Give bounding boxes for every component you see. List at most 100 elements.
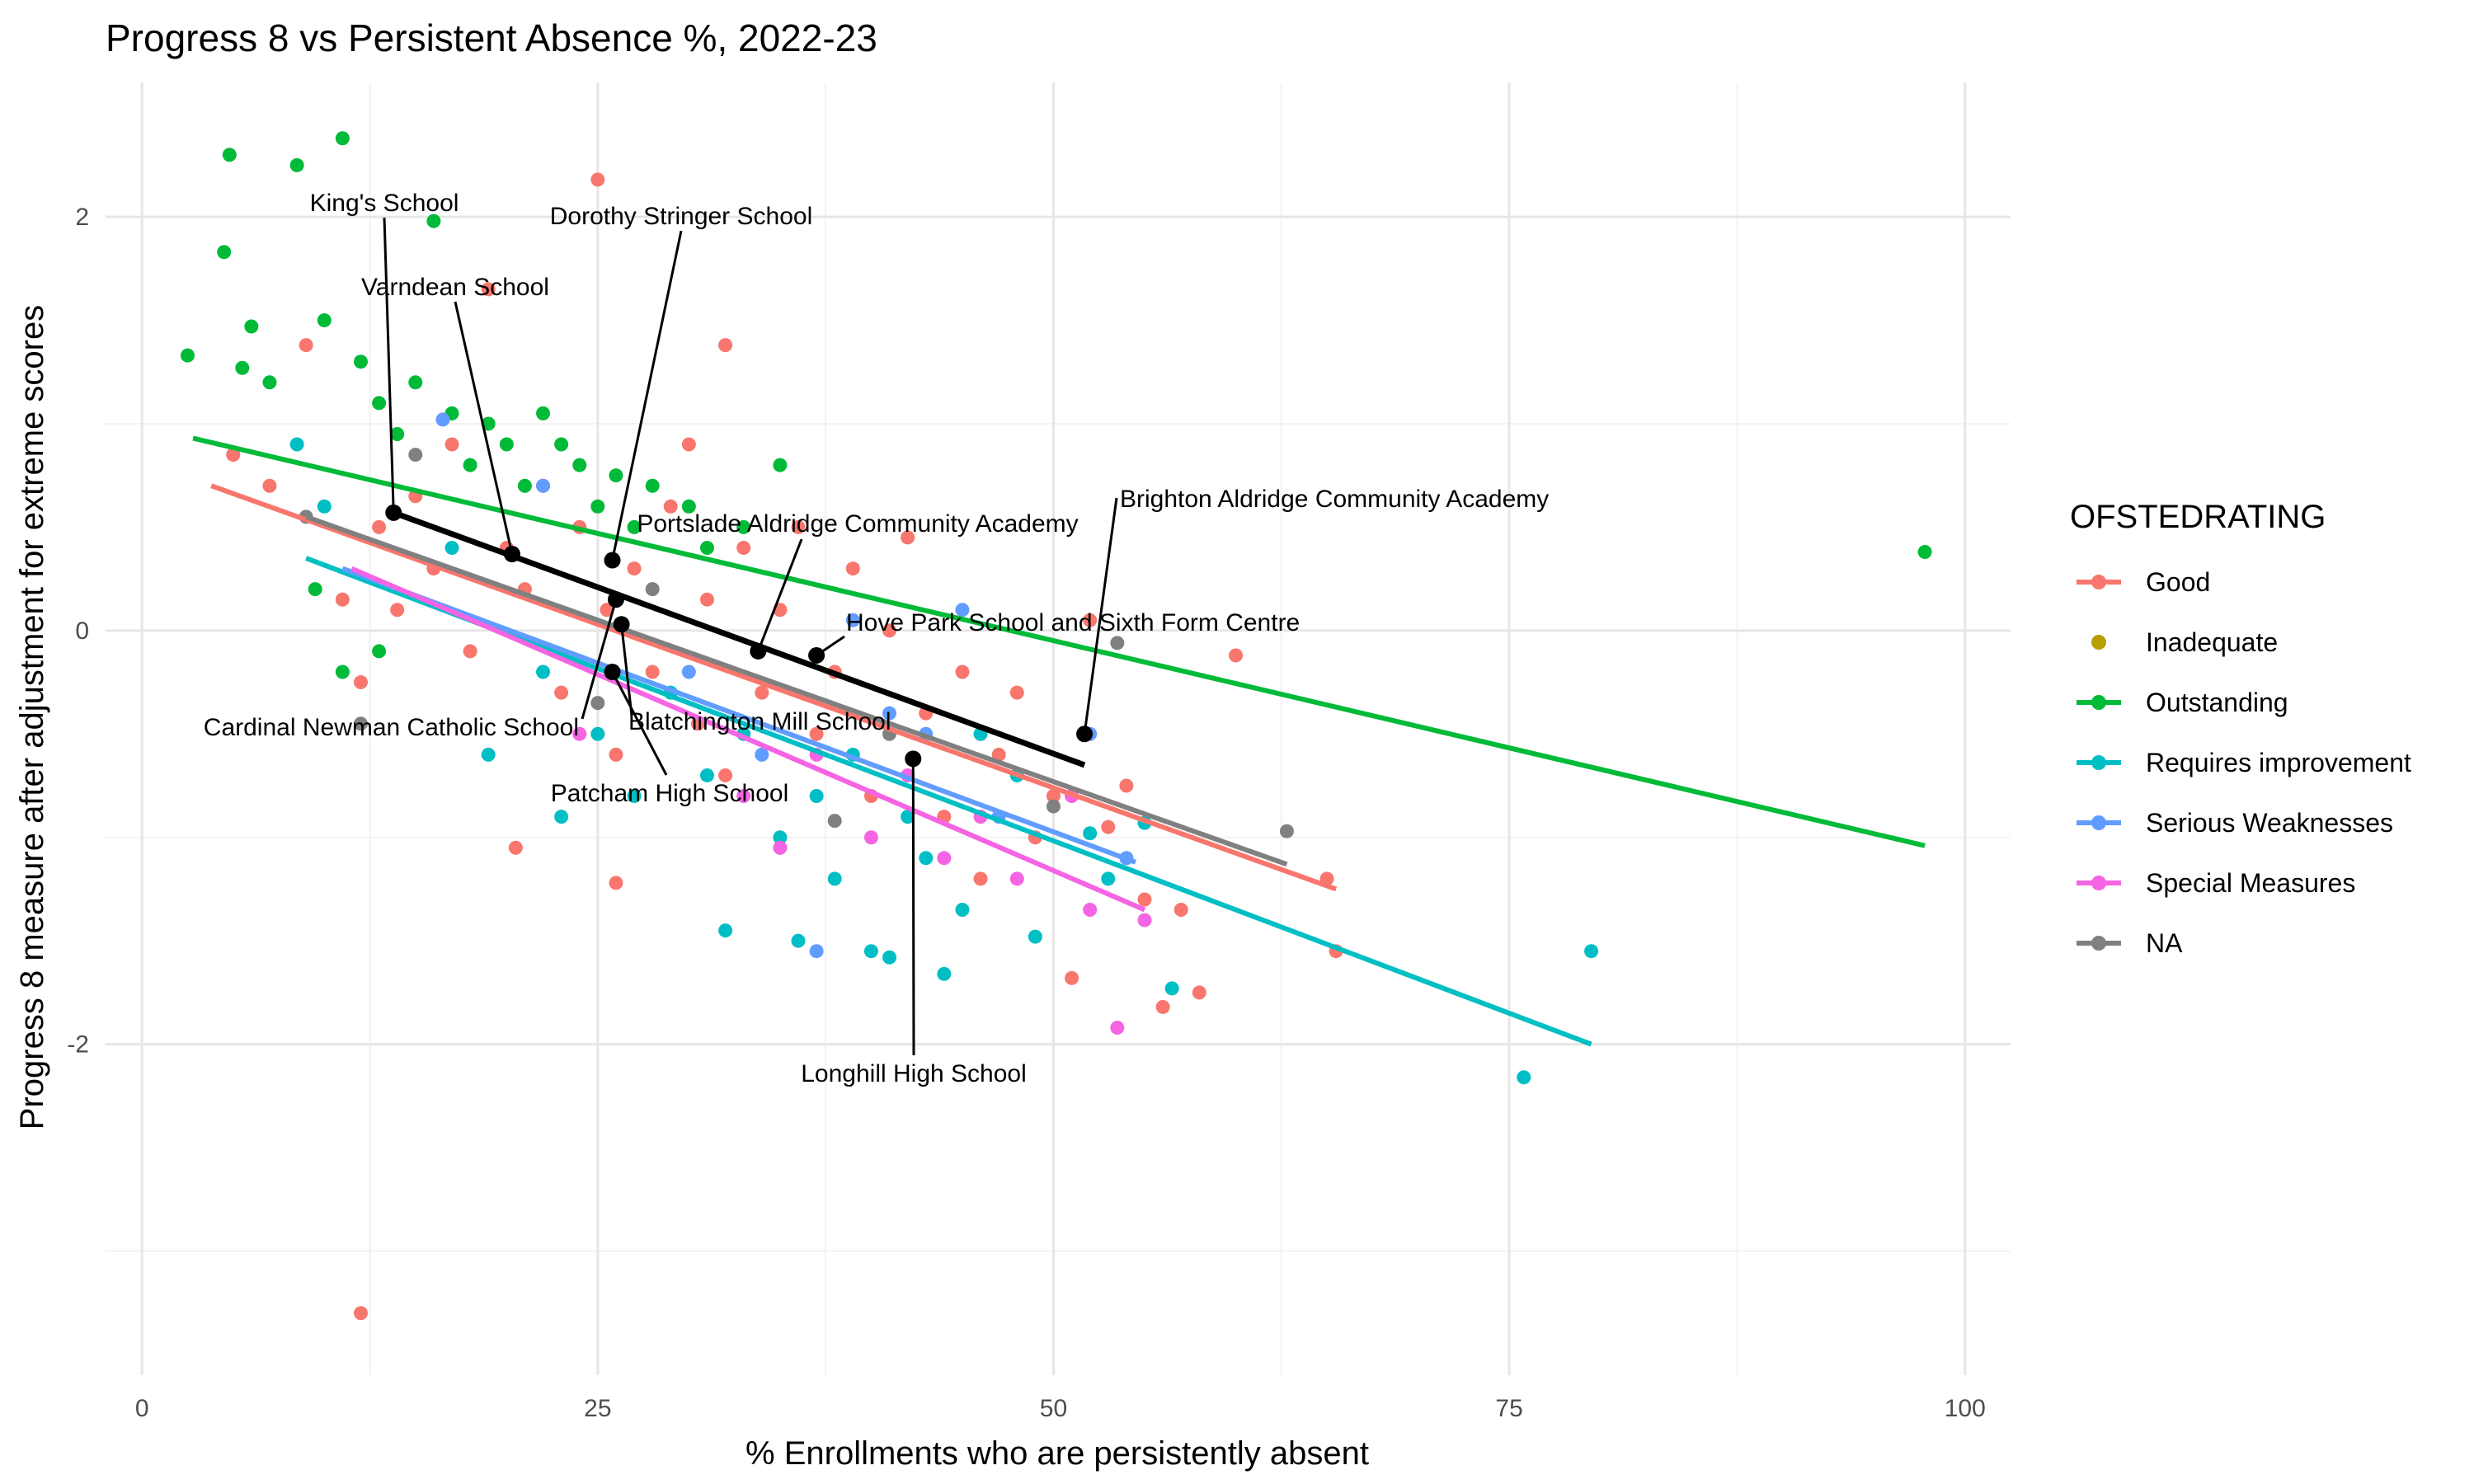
data-point: [1174, 903, 1188, 918]
highlighted-school-point: [613, 616, 630, 633]
fit-line: [341, 566, 1136, 865]
grid-layer: [106, 82, 2011, 1375]
data-point: [353, 355, 368, 369]
data-point: [718, 768, 733, 782]
data-point: [499, 437, 514, 452]
legend-point-swatch: [2091, 815, 2106, 830]
data-point: [699, 540, 714, 555]
school-label: Brighton Aldridge Community Academy: [1120, 486, 1549, 513]
x-tick-label: 50: [1040, 1395, 1067, 1422]
leader-line: [581, 599, 618, 720]
legend: OFSTEDRATING Good Inadequate Outstanding Req…: [2070, 499, 2411, 958]
data-point: [1137, 892, 1152, 907]
data-point: [554, 810, 569, 824]
data-point: [536, 478, 551, 493]
data-point: [609, 747, 623, 762]
highlighted-school-point: [750, 642, 767, 660]
legend-item: NA: [2077, 928, 2183, 958]
data-point: [1028, 929, 1042, 944]
data-point: [1009, 871, 1024, 886]
data-point: [481, 747, 496, 762]
data-point: [1046, 789, 1061, 804]
data-point: [217, 245, 232, 260]
data-point: [463, 458, 477, 472]
data-point: [590, 726, 605, 741]
leader-line: [620, 624, 633, 716]
data-point: [627, 561, 642, 576]
data-point: [299, 338, 313, 353]
data-point: [809, 726, 824, 741]
data-point: [1137, 913, 1152, 928]
leader-line: [611, 671, 668, 776]
data-point: [955, 903, 970, 918]
leader-line: [383, 217, 395, 513]
data-point: [517, 478, 532, 493]
legend-label: Serious Weaknesses: [2146, 808, 2393, 838]
fit-line: [350, 566, 1146, 913]
y-tick-label: 0: [75, 618, 89, 645]
data-point: [663, 499, 678, 514]
highlighted-school-point: [1076, 726, 1094, 743]
data-point: [991, 747, 1006, 762]
data-point: [809, 789, 824, 804]
data-point: [235, 360, 250, 375]
data-point: [1279, 824, 1294, 838]
data-point: [390, 426, 405, 441]
data-point: [180, 348, 195, 363]
legend-label: Requires improvement: [2146, 748, 2411, 777]
data-point: [773, 840, 788, 855]
data-point: [372, 396, 387, 411]
legend-point-swatch: [2091, 755, 2106, 770]
highlighted-school-point: [604, 552, 621, 569]
legend-item: Special Measures: [2077, 868, 2355, 898]
school-label: Portslade Aldridge Community Academy: [637, 510, 1078, 538]
data-point: [736, 789, 751, 804]
data-point: [645, 665, 660, 679]
data-point: [536, 665, 551, 679]
data-point: [1046, 799, 1061, 814]
data-point: [1584, 944, 1599, 959]
data-point: [508, 840, 523, 855]
data-point: [1155, 999, 1170, 1014]
fit-line: [305, 514, 1288, 867]
school-label: Hove Park School and Sixth Form Centre: [846, 609, 1300, 636]
data-point: [1229, 648, 1244, 663]
data-point: [1517, 1070, 1531, 1085]
legend-item: Serious Weaknesses: [2077, 808, 2393, 838]
data-point: [1192, 985, 1206, 1000]
x-tick-label: 0: [135, 1395, 149, 1422]
data-point: [590, 696, 605, 711]
leader-line: [1083, 497, 1118, 735]
data-point: [699, 592, 714, 607]
data-point: [335, 131, 350, 146]
data-point: [955, 603, 970, 618]
legend-point-swatch: [2091, 876, 2106, 890]
x-tick-label: 75: [1495, 1395, 1522, 1422]
data-point: [1164, 981, 1179, 996]
legend-item: Good: [2077, 567, 2210, 597]
data-point: [554, 437, 569, 452]
data-point: [536, 406, 551, 420]
data-point: [863, 944, 878, 959]
data-point: [755, 747, 769, 762]
data-point: [308, 582, 322, 597]
data-point: [426, 214, 441, 228]
data-point: [372, 519, 387, 534]
data-point: [609, 876, 623, 890]
highlighted-school-point: [607, 591, 624, 608]
data-point: [627, 789, 642, 804]
school-label: Varndean School: [361, 274, 549, 301]
data-point: [919, 851, 934, 866]
data-point: [463, 644, 477, 659]
data-point: [609, 468, 623, 483]
data-point: [444, 540, 459, 555]
x-tick-label: 100: [1945, 1395, 1986, 1422]
highlighted-school-point: [604, 664, 621, 681]
data-point: [408, 375, 423, 390]
axes-layer: -2 0 2 0 25 50 75 100: [67, 204, 1985, 1422]
school-label: Longhill High School: [801, 1060, 1027, 1087]
data-point: [627, 519, 642, 534]
data-point: [262, 478, 277, 493]
data-point: [1119, 778, 1134, 793]
data-point: [882, 706, 897, 721]
